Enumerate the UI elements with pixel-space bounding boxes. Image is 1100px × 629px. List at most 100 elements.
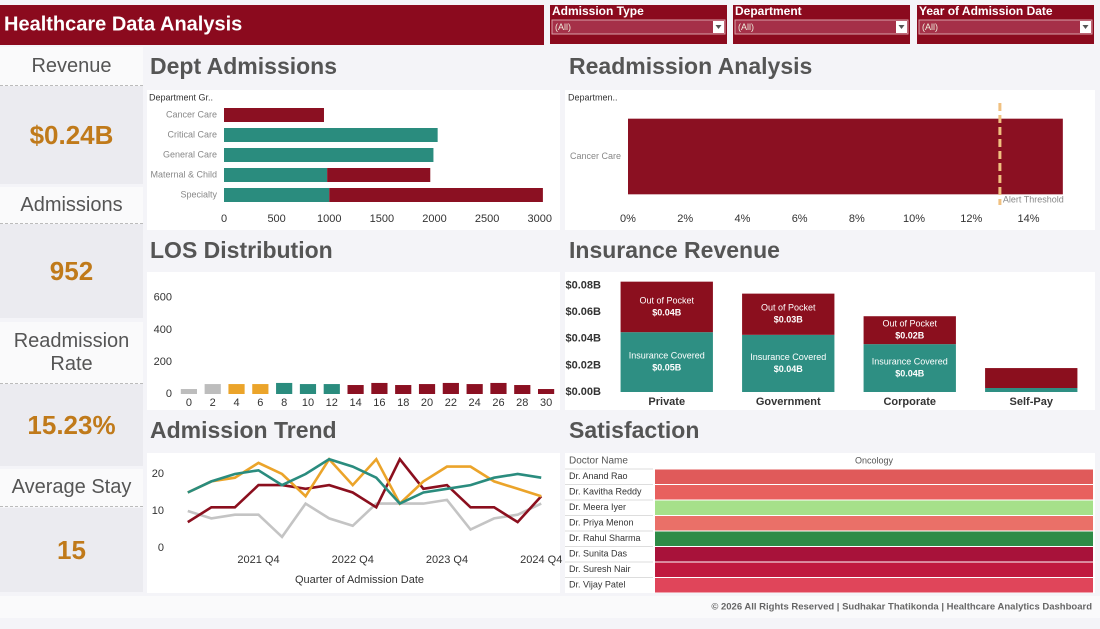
heat-cell — [655, 485, 1093, 500]
x-tick-label: 0% — [620, 213, 636, 225]
row-header: Doctor Name — [569, 456, 628, 467]
bar — [537, 389, 555, 394]
header-title: Healthcare Data Analysis — [4, 13, 242, 35]
bar — [628, 118, 1063, 195]
row-label: Dr. Priya Menon — [569, 518, 634, 528]
bar — [180, 389, 198, 394]
heat-cell — [655, 500, 1093, 515]
y-tick-label: Cancer Care — [166, 109, 217, 119]
row-label: Dr. Rahul Sharma — [569, 533, 641, 543]
x-tick-label: 20 — [421, 397, 433, 409]
x-tick-label: 4% — [734, 213, 750, 225]
y-tick-label: $0.08B — [566, 280, 602, 292]
x-tick-label: 14 — [349, 397, 361, 409]
header-bar — [0, 5, 544, 45]
y-tick-label: 0 — [158, 542, 164, 554]
bar-segment — [985, 388, 1078, 392]
dropdown-arrow — [1082, 25, 1089, 29]
x-tick-label: 28 — [516, 397, 528, 409]
segment-name: Insurance Covered — [750, 352, 826, 362]
bar-segment — [224, 108, 324, 122]
bar-segment — [620, 332, 713, 392]
filter-dropdown[interactable] — [918, 19, 1093, 35]
segment-name: Insurance Covered — [629, 350, 705, 360]
x-axis-title: Quarter of Admission Date — [295, 574, 424, 586]
y-tick-label: $0.06B — [566, 306, 602, 318]
filter-value: (All) — [738, 22, 754, 32]
bar-segment — [224, 128, 438, 142]
dropdown-arrow — [715, 25, 722, 29]
bar — [204, 384, 221, 394]
row-label: Dr. Vijay Patel — [569, 580, 625, 590]
y-tick-label: Maternal & Child — [150, 169, 217, 179]
x-tick-label: 8 — [281, 397, 287, 409]
trend-line — [187, 498, 542, 539]
x-tick-label: 18 — [397, 397, 409, 409]
value-label: $0.03B — [774, 315, 804, 325]
bar — [371, 382, 388, 394]
filter-label: Admission Type — [552, 4, 644, 18]
segment-name: Out of Pocket — [639, 295, 694, 305]
row-label: Dr. Meera Iyer — [569, 502, 626, 512]
x-tick-label: 2500 — [475, 213, 499, 225]
bar — [418, 384, 436, 394]
bar — [347, 385, 364, 394]
bar-segment — [327, 168, 431, 182]
filter-value: (All) — [922, 22, 938, 32]
x-tick-label: 500 — [267, 213, 285, 225]
segment-name: Insurance Covered — [872, 356, 948, 366]
heat-cell — [655, 516, 1093, 531]
x-tick-label: 30 — [540, 397, 552, 409]
bar-segment — [742, 334, 835, 392]
x-tick-label: 6% — [792, 213, 808, 225]
bar — [228, 384, 245, 394]
kpi-label: Admissions — [0, 187, 143, 224]
x-tick-label: 6 — [257, 397, 263, 409]
dropdown-arrow — [898, 25, 905, 29]
trend-line — [187, 457, 542, 506]
x-tick-label: 14% — [1017, 213, 1039, 225]
x-tick-label: 1500 — [370, 213, 394, 225]
value-label: $0.02B — [895, 331, 925, 341]
x-tick-label: 12 — [326, 397, 338, 409]
filter-label: Department — [735, 4, 802, 18]
kpi-value: $0.24B — [0, 86, 143, 184]
row-label: Dr. Kavitha Reddy — [569, 487, 642, 497]
x-tick-label: 8% — [849, 213, 865, 225]
x-tick-label: 1000 — [317, 213, 341, 225]
y-tick-label: 20 — [152, 468, 164, 480]
bar — [299, 384, 317, 394]
x-tick-label: 2% — [677, 213, 693, 225]
footer: © 2026 All Rights Reserved | Sudhakar Th… — [711, 602, 1092, 613]
y-tick-label: 200 — [154, 356, 172, 368]
segment-name: Out of Pocket — [882, 319, 937, 329]
heat-cell — [655, 578, 1093, 593]
filter-dropdown[interactable] — [551, 19, 726, 35]
bar-segment — [742, 293, 835, 335]
row-label: Dr. Suresh Nair — [569, 564, 631, 574]
y-tick-label: $0.04B — [566, 333, 602, 345]
x-tick-label: 24 — [469, 397, 481, 409]
heat-cell — [655, 562, 1093, 577]
bar-segment — [224, 168, 328, 182]
kpi-label: Average Stay — [0, 469, 143, 507]
y-tick-label: $0.02B — [566, 359, 602, 371]
filter-dropdown[interactable] — [734, 19, 909, 35]
bar-segment — [329, 188, 543, 202]
chart-title: Readmission Analysis — [569, 53, 812, 79]
value-label: $0.04B — [895, 368, 925, 378]
kpi-value: 15.23% — [0, 384, 143, 466]
kpi-value: 15 — [0, 508, 143, 592]
reference-label: Alert Threshold — [1003, 194, 1064, 204]
y-tick-label: 400 — [154, 324, 172, 336]
value-label: $0.04B — [652, 307, 682, 317]
y-tick-label: General Care — [163, 149, 217, 159]
value-label: $0.05B — [652, 362, 682, 372]
x-tick-label: 2023 Q4 — [426, 554, 468, 566]
y-tick-label: Cancer Care — [570, 151, 621, 161]
x-tick-label: 26 — [492, 397, 504, 409]
x-tick-label: Government — [756, 396, 821, 408]
column-header: Oncology — [855, 455, 894, 465]
